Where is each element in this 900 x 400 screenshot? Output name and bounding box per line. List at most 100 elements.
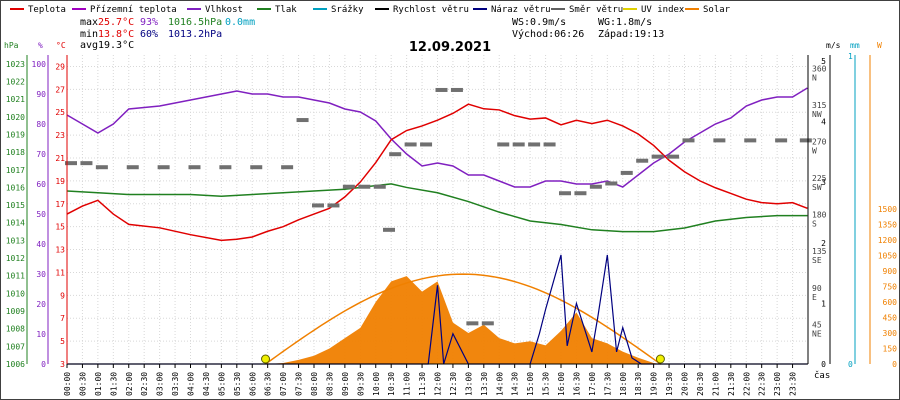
humidity-axis-tick-label: 40 [36, 240, 46, 249]
rain-tick-label: 1 [848, 52, 853, 61]
x-tick-label: 11:30 [418, 372, 427, 396]
wind-dir-name-label: W [812, 146, 817, 155]
wind-gust-line [67, 254, 808, 365]
wind-dir-point [450, 87, 463, 92]
wind-speed-tick-label: 3 [821, 178, 826, 187]
wind-dir-point [667, 154, 680, 159]
x-tick-label: 17:30 [603, 372, 612, 396]
wind-dir-tick-label: 90 [812, 284, 822, 293]
wind-speed-tick-label: 0 [821, 360, 826, 369]
pressure-axis-tick-label: 1016 [6, 183, 25, 192]
pressure-axis-tick-label: 1011 [6, 272, 25, 281]
wind-dir-point [651, 154, 664, 159]
x-tick-label: 19:30 [665, 372, 674, 396]
wind-dir-point [435, 87, 448, 92]
x-tick-label: 17:00 [588, 372, 597, 396]
wind-dir-name-label: NW [812, 110, 822, 119]
wind-dir-name-label: SE [812, 256, 822, 265]
stat-min-hum: 60% [140, 29, 158, 40]
humidity-axis-tick-label: 100 [32, 60, 47, 69]
solar-tick-label: 750 [883, 283, 898, 292]
legend-label: Teplota [28, 5, 66, 15]
wind-dir-point [589, 184, 602, 189]
solar-tick-label: 450 [883, 314, 898, 323]
wind-dir-point [404, 142, 417, 147]
temperature-axis-tick-label: 13 [55, 246, 65, 255]
wind-dir-point [389, 152, 402, 157]
solar-tick-label: 900 [883, 267, 898, 276]
temperature-line [66, 103, 808, 242]
pressure-axis-tick-label: 1020 [6, 113, 25, 122]
x-tick-label: 13:30 [480, 372, 489, 396]
stat-min-press: 1013.2hPa [168, 29, 222, 40]
wind-speed-tick-label: 4 [821, 118, 826, 127]
wind-dir-point [80, 161, 93, 166]
solar-tick-label: 1350 [878, 221, 897, 230]
wind-dir-tick-label: 270 [812, 137, 827, 146]
x-tick-label: 18:00 [619, 372, 628, 396]
humidity-axis-tick-label: 60 [36, 180, 46, 189]
x-tick-label: 19:00 [650, 372, 659, 396]
wind-dir-point [296, 118, 309, 123]
x-tick-label: 01:00 [94, 372, 103, 396]
x-tick-label: 00:30 [78, 372, 87, 396]
x-tick-label: 01:30 [109, 372, 118, 396]
pressure-axis-tick-label: 1012 [6, 254, 25, 263]
x-tick-label: 22:30 [758, 372, 767, 396]
x-tick-label: 23:30 [789, 372, 798, 396]
legend-label: Tlak [275, 5, 297, 15]
stat-ws: WS:0.9m/s [512, 17, 566, 28]
legend-label: Rychlost větru [393, 5, 469, 15]
pressure-axis-tick-label: 1006 [6, 360, 25, 369]
legend-label: Srážky [331, 5, 364, 15]
wind-dir-point [682, 138, 695, 143]
wind-dir-point [620, 170, 633, 175]
solar-tick-label: 300 [883, 329, 898, 338]
stat-wg: WG:1.8m/s [598, 17, 652, 28]
pressure-axis-tick-label: 1015 [6, 201, 25, 210]
wind-dir-point [605, 181, 618, 186]
temperature-axis-tick-label: 17 [55, 200, 65, 209]
legend-label: Směr větru [569, 5, 623, 15]
temperature-axis-tick-label: 27 [55, 85, 65, 94]
temperature-axis-tick-label: 3 [60, 360, 65, 369]
temperature-axis-tick-label: 5 [60, 337, 65, 346]
x-tick-label: 07:30 [295, 372, 304, 396]
x-tick-label: 08:30 [325, 372, 334, 396]
pressure-axis-tick-label: 1009 [6, 307, 25, 316]
solar-tick-label: 0 [892, 360, 897, 369]
pressure-axis-tick-label: 1022 [6, 77, 25, 86]
x-tick-label: 02:00 [125, 372, 134, 396]
legend-label: Solar [703, 5, 731, 15]
wind-dir-point [420, 142, 433, 147]
stat-avg-label: avg [80, 40, 98, 51]
wind-dir-tick-label: 360 [812, 64, 827, 73]
x-tick-label: 06:30 [264, 372, 273, 396]
wind-dir-point [799, 138, 812, 143]
wind-dir-point [327, 203, 340, 208]
stat-max-label: max [80, 17, 98, 28]
pressure-axis-tick-label: 1023 [6, 60, 25, 69]
stat-avg-temp: 19.3°C [98, 40, 134, 51]
humidity-axis-tick-label: 10 [36, 330, 46, 339]
temperature-axis-tick-label: 29 [55, 62, 65, 71]
wind-dir-point [574, 191, 587, 196]
humidity-axis-tick-label: 0 [41, 360, 46, 369]
wind-dir-point [383, 227, 396, 232]
legend-label: Vlhkost [205, 5, 243, 15]
x-tick-label: 12:00 [434, 372, 443, 396]
wind-dir-point [466, 321, 479, 326]
humidity-axis-tick-label: 70 [36, 150, 46, 159]
pressure-axis-tick-label: 1019 [6, 130, 25, 139]
x-tick-label: 16:00 [557, 372, 566, 396]
wind-dir-point [126, 165, 139, 170]
solar-tick-label: 150 [883, 345, 898, 354]
stat-max-press: 1016.5hPa [168, 17, 222, 28]
wind-dir-point [157, 165, 170, 170]
series-layer [65, 87, 812, 365]
x-tick-label: 14:00 [495, 372, 504, 396]
x-tick-label: 04:30 [202, 372, 211, 396]
x-tick-label: 23:00 [773, 372, 782, 396]
x-tick-label: 00:00 [63, 372, 72, 396]
solar-tick-label: 600 [883, 298, 898, 307]
